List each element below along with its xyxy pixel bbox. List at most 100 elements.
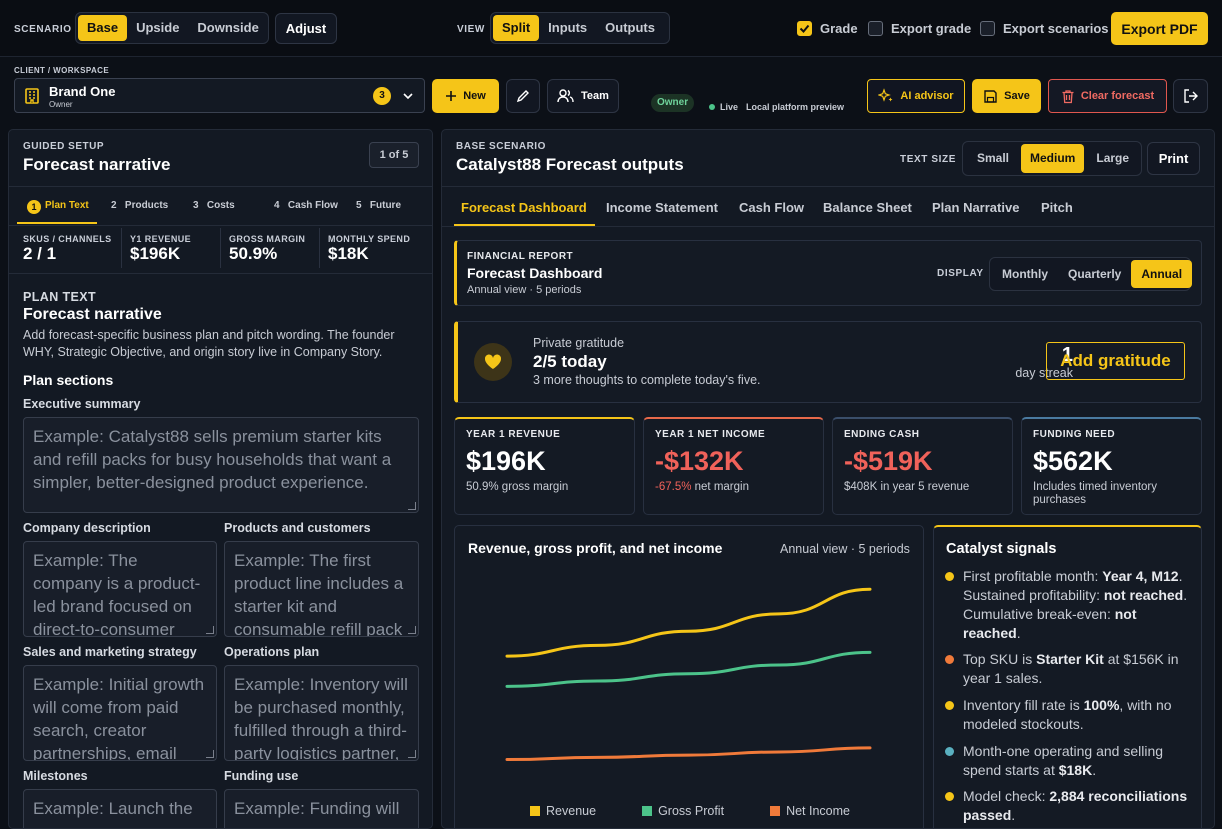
guided-setup-panel: GUIDED SETUP Forecast narrative 1 of 5 1…	[8, 129, 433, 829]
display-label: DISPLAY	[937, 268, 984, 279]
print-button[interactable]: Print	[1147, 142, 1200, 175]
text-size-medium[interactable]: Medium	[1021, 144, 1085, 173]
export-pdf-button[interactable]: Export PDF	[1111, 12, 1208, 45]
scenario-upside[interactable]: Upside	[136, 20, 180, 35]
operations-plan-input[interactable]: Example: Inventory will be purchased mon…	[224, 665, 419, 761]
kpi-label: MONTHLY SPEND	[328, 234, 411, 244]
milestones-input[interactable]: Example: Launch the	[23, 789, 217, 828]
legend-swatch	[770, 806, 781, 816]
card-value: $562K	[1033, 446, 1113, 476]
save-icon	[984, 89, 997, 103]
heart-icon	[484, 354, 502, 369]
sparkles-icon	[878, 88, 893, 102]
new-workspace-button[interactable]: New	[432, 79, 499, 113]
display-quarterly[interactable]: Quarterly	[1068, 267, 1122, 281]
kpi-y1-revenue: Y1 REVENUE $196K	[130, 234, 191, 264]
products-customers-input[interactable]: Example: The first product line includes…	[224, 541, 419, 637]
edit-button[interactable]	[506, 79, 540, 113]
milestones-label: Milestones	[23, 769, 88, 783]
company-description-input[interactable]: Example: The company is a product-led br…	[23, 541, 217, 637]
plan-sections-heading: Plan sections	[23, 372, 114, 388]
tab-balance-sheet[interactable]: Balance Sheet	[823, 200, 912, 215]
section-description: Add forecast-specific business plan and …	[23, 328, 395, 359]
gratitude-subtitle: 3 more thoughts to complete today's five…	[533, 373, 761, 387]
card-ending-cash: ENDING CASH -$519K $408K in year 5 reven…	[832, 417, 1013, 515]
adjust-button[interactable]: Adjust	[275, 13, 337, 44]
report-title: Forecast Dashboard	[467, 265, 603, 281]
sales-marketing-input[interactable]: Example: Initial growth will come from p…	[23, 665, 217, 761]
divider	[220, 228, 221, 268]
divider	[319, 228, 320, 268]
clear-forecast-label: Clear forecast	[1080, 90, 1155, 102]
tab-income-statement[interactable]: Income Statement	[606, 200, 718, 215]
step-number: 5	[356, 200, 362, 211]
text-size-small[interactable]: Small	[977, 151, 1010, 165]
clear-forecast-button[interactable]: Clear forecast	[1048, 79, 1167, 113]
kpi-value: 2 / 1	[23, 244, 57, 263]
step-number: 3	[193, 200, 199, 211]
workspace-row: CLIENT / WORKSPACE Brand One Owner 3 New…	[0, 57, 1222, 127]
step-label: Future	[369, 200, 402, 211]
scenario-downside[interactable]: Downside	[197, 20, 259, 35]
signal-bullet	[945, 792, 954, 801]
step-cash-flow[interactable]: 4 Cash Flow	[274, 200, 338, 211]
pencil-icon	[516, 90, 529, 103]
team-label: Team	[581, 90, 609, 102]
card-value: $196K	[466, 446, 546, 476]
add-gratitude-button[interactable]: Add gratitude	[1046, 342, 1185, 380]
save-button[interactable]: Save	[972, 79, 1041, 113]
team-button[interactable]: Team	[547, 79, 619, 113]
display-annual[interactable]: Annual	[1131, 260, 1193, 288]
section-eyebrow: PLAN TEXT	[23, 290, 97, 304]
guided-setup-eyebrow: GUIDED SETUP	[23, 141, 105, 152]
text-size-switcher: Small Medium Large	[962, 141, 1142, 176]
new-label: New	[463, 90, 486, 102]
step-future[interactable]: 5 Future	[356, 200, 401, 211]
step-products[interactable]: 2 Products	[111, 200, 168, 211]
workspace-name: Brand One	[49, 84, 116, 99]
tab-cash-flow[interactable]: Cash Flow	[739, 200, 805, 215]
view-outputs[interactable]: Outputs	[605, 20, 655, 35]
net-margin-label: net margin	[691, 481, 749, 493]
gratitude-card: Private gratitude 2/5 today 3 more thoug…	[454, 321, 1202, 403]
view-split[interactable]: Split	[493, 15, 540, 41]
catalyst-signals-card: Catalyst signals First profitable month:…	[933, 525, 1202, 828]
tab-pitch[interactable]: Pitch	[1041, 200, 1073, 215]
net-margin-value: -67.5%	[655, 481, 692, 493]
legend-item: Net Income	[770, 804, 850, 818]
team-icon	[557, 89, 574, 103]
tab-plan-narrative[interactable]: Plan Narrative	[932, 200, 1020, 215]
heart-badge	[474, 343, 512, 381]
display-period-switcher: Monthly Quarterly Annual	[989, 257, 1193, 291]
live-status-dot	[709, 104, 715, 110]
workspace-selector[interactable]: Brand One Owner 3	[14, 78, 425, 113]
text-size-large[interactable]: Large	[1096, 151, 1130, 165]
divider	[442, 226, 1214, 227]
ai-advisor-button[interactable]: AI advisor	[867, 79, 965, 113]
grade-checkbox[interactable]	[797, 21, 812, 36]
series-line-revenue	[505, 587, 872, 658]
line-chart	[505, 587, 872, 762]
signal-item: Month-one operating and selling spend st…	[963, 743, 1164, 778]
display-monthly[interactable]: Monthly	[1002, 267, 1048, 281]
tab-forecast-dashboard[interactable]: Forecast Dashboard	[461, 200, 587, 215]
logout-button[interactable]	[1173, 79, 1208, 113]
series-line-gross-profit	[505, 650, 872, 688]
step-plan-text[interactable]: 1 Plan Text	[17, 196, 97, 224]
funding-use-input[interactable]: Example: Funding will	[224, 789, 419, 828]
card-value: -$519K	[844, 446, 933, 476]
scenario-base[interactable]: Base	[78, 15, 128, 41]
step-costs[interactable]: 3 Costs	[193, 200, 235, 211]
active-tab-indicator	[454, 224, 595, 226]
export-grade-checkbox[interactable]	[868, 21, 883, 36]
live-label: Live	[720, 102, 739, 112]
scenario-switcher: Base Upside Downside	[75, 12, 269, 44]
executive-summary-input[interactable]: Example: Catalyst88 sells premium starte…	[23, 417, 419, 513]
streak-count: 1	[1061, 344, 1073, 366]
guided-setup-title: Forecast narrative	[23, 155, 171, 174]
card-year1-net-income: YEAR 1 NET INCOME -$132K -67.5% net marg…	[643, 417, 824, 515]
divider	[9, 225, 432, 226]
export-scenarios-checkbox[interactable]	[980, 21, 995, 36]
signal-bullet	[945, 701, 954, 710]
view-inputs[interactable]: Inputs	[548, 20, 588, 35]
